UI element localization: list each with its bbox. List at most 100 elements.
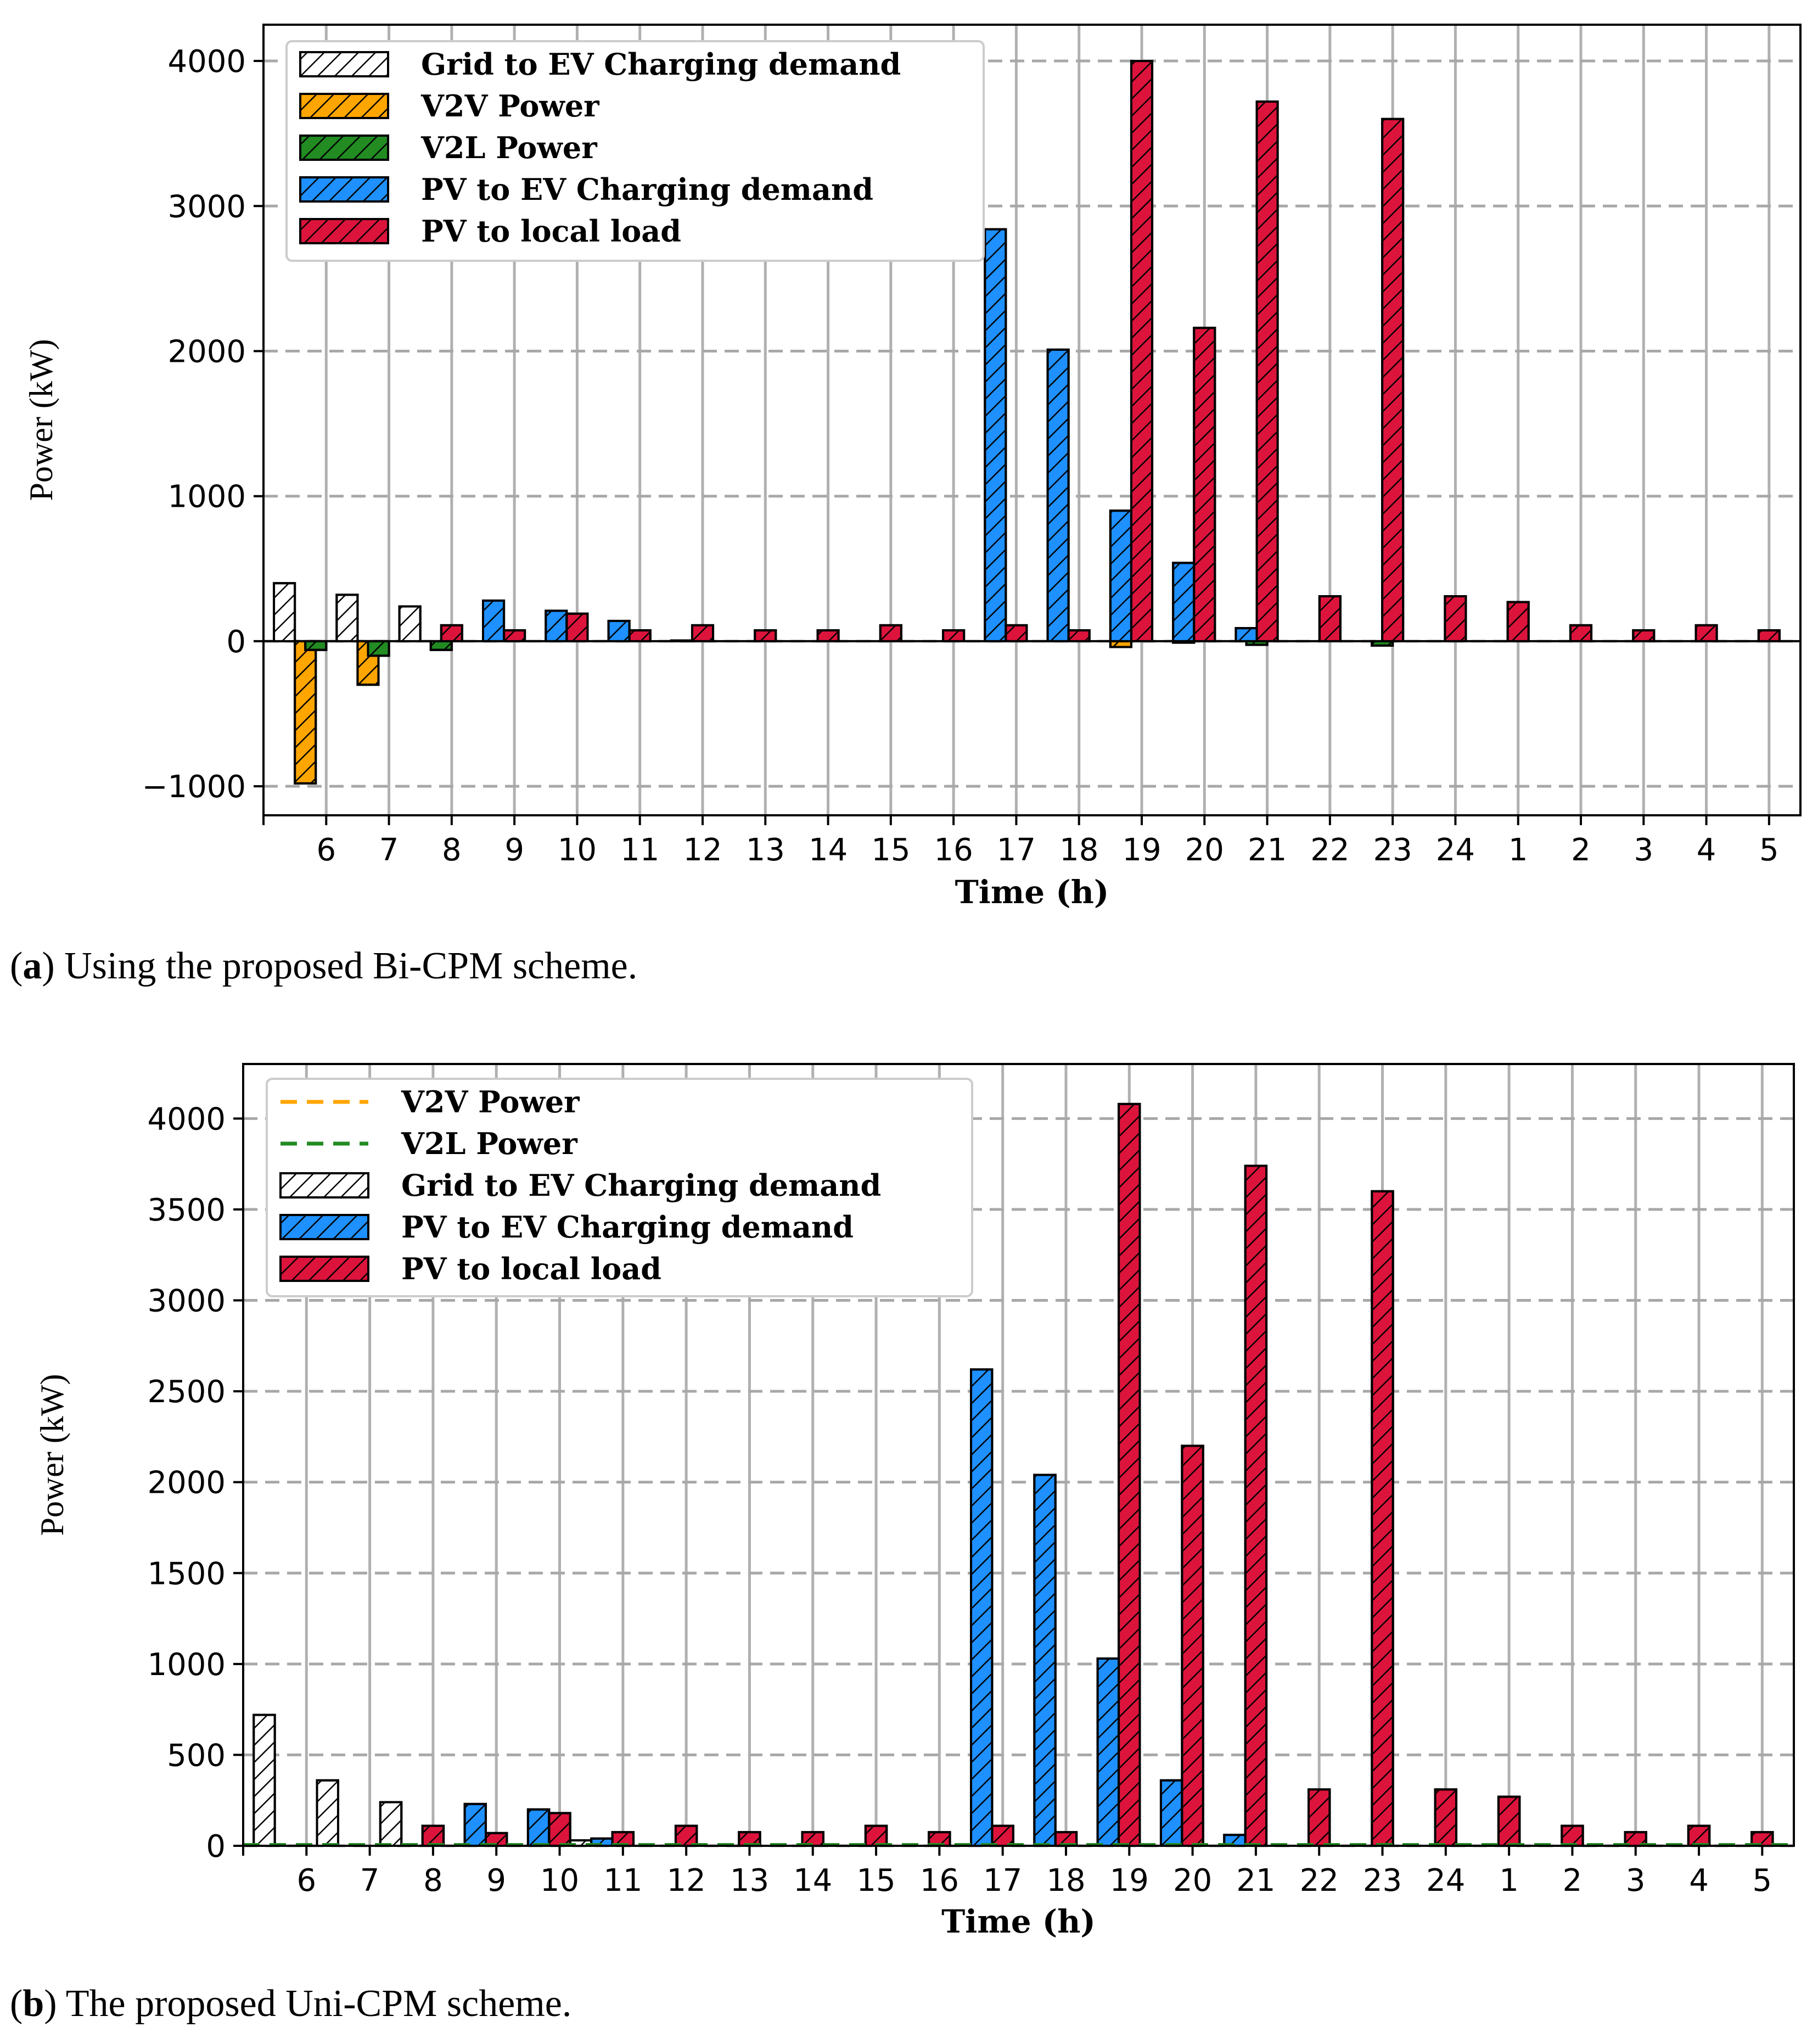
p1-xtick-label: 5 [1753,1863,1772,1899]
bar-pv-load-5-hatch [1757,629,1781,642]
p0-legend-box [285,40,985,262]
bar-pv-load-17-hatch [991,1824,1014,1847]
p0-xtick-label: 18 [1059,832,1098,868]
bar-pv-ev-18-hatch [1033,1474,1057,1847]
bar-pv-load-1-hatch [1506,601,1530,642]
p1-legend-label-pv_load: PV to local load [401,1251,661,1286]
p0-x-ticks: 6 7 8 9 10 11 12 13 14 15 16 17 18 19 20 21 22 23 24 1 2 3 4 5 [262,815,1779,868]
p1-legend-box [266,1078,973,1297]
p1-legend-label-grid_ev: Grid to EV Charging demand [401,1168,881,1203]
p0-legend-label-v2l: V2L Power [420,130,597,165]
p1-ytick-label: 4000 [147,1101,226,1137]
bar-pv-ev-20-hatch [1172,562,1196,642]
p0-plot-frame [262,24,1802,816]
p0-xtick-label: 23 [1373,832,1412,868]
p1-x-ticks: 6 7 8 9 10 11 12 13 14 15 16 17 18 19 20 21 22 23 24 1 2 3 4 5 [242,1846,1772,1899]
bar-pv-load-18-hatch [1067,629,1091,642]
p1-xtick-label: 3 [1626,1863,1646,1899]
bar-pv-load-17-hatch [1005,624,1028,642]
p1-xtick-label: 15 [856,1863,895,1899]
p1-ytick-label: 500 [167,1738,226,1773]
bar-pv-ev-11-hatch [607,619,631,642]
p1-legend-swatch-hatch-grid_ev [279,1172,369,1199]
p1-xtick-label: 13 [730,1863,769,1899]
bar-pv-load-19-hatch [1130,60,1154,642]
caption-b-letter: b [23,1983,44,2025]
bar-grid-ev-6-hatch [252,1713,276,1847]
p1-xtick-label: 7 [360,1863,380,1899]
p1-legend-label-v2v: V2V Power [401,1084,580,1119]
p0-legend-label-v2v: V2V Power [420,88,599,124]
bar-pv-ev-9-hatch [482,599,506,642]
bar-pv-load-12-hatch [674,1824,698,1847]
bar-pv-ev-20-hatch [1159,1779,1183,1847]
bar-grid-ev-7-hatch [316,1779,339,1847]
bar-pv-load-22-hatch [1318,595,1342,642]
p0-legend: Grid to EV Charging demand V2V Power V2L P… [285,40,985,262]
p0-xtick-label: 20 [1185,832,1224,868]
p1-y-axis-label: Power (kW) [34,1374,70,1536]
bar-pv-load-21-hatch [1255,100,1279,642]
p1-legend-label-pv_ev: PV to EV Charging demand [401,1209,854,1245]
bar-pv-ev-18-hatch [1046,348,1070,642]
p1-xtick-label: 8 [423,1863,443,1899]
p1-xtick-label: 2 [1563,1863,1583,1899]
p0-legend-swatch-hatch-pv_load [299,218,389,244]
p1-plot-frame [242,1063,1795,1847]
bar-pv-load-8-hatch [440,624,463,642]
p0-xtick-label: 3 [1634,832,1653,868]
p1-xtick-label: 16 [920,1863,959,1899]
p0-ytick-label: 0 [226,624,246,660]
p0-legend-swatch-hatch-v2l [299,135,389,161]
p0-xtick-label: 16 [934,832,973,868]
bar-pv-load-11-hatch [628,629,652,642]
p0-x-axis-label: Time (h) [955,873,1109,911]
bar-pv-load-9-hatch [503,629,526,642]
p1-xtick-label: 10 [540,1863,579,1899]
p0-legend-swatch-hatch-pv_ev [299,176,389,203]
bar-pv-ev-9-hatch [463,1802,487,1847]
p1-xtick-label: 23 [1363,1863,1402,1899]
p0-xtick-label: 15 [871,832,910,868]
p1-xtick-label: 18 [1046,1863,1085,1899]
bar-v2v-6-hatch [294,640,317,785]
p1-xtick-label: 4 [1689,1863,1709,1899]
bar-pv-load-12-hatch [691,624,715,642]
p0-xtick-label: 1 [1508,832,1528,868]
p0-legend-swatch-hatch-grid_ev [299,51,389,77]
caption-b-text: ) The proposed Uni-CPM scheme. [44,1983,572,2025]
bar-v2l-8-hatch [429,640,453,651]
p0-xtick-label: 22 [1310,832,1349,868]
p1-xtick-label: 19 [1110,1863,1149,1899]
caption-b: (b) The proposed Uni-CPM scheme. [10,1983,572,2025]
p1-legend-swatch-hatch-pv_ev [279,1214,369,1240]
p0-xtick-label: 11 [620,832,659,868]
p1-xtick-label: 20 [1173,1863,1212,1899]
p0-legend-label-pv_load: PV to local load [421,214,681,249]
bar-pv-ev-19-hatch [1096,1657,1120,1847]
p1-ytick-label: 2500 [147,1374,226,1410]
bar-pv-load-5-hatch [1750,1831,1774,1847]
bar-grid-ev-8-hatch [379,1801,403,1847]
p0-y-axis-label: Power (kW) [23,339,59,501]
p0-xtick-label: 7 [379,832,399,868]
p1-ytick-label: 3500 [147,1192,226,1228]
bar-pv-ev-10-hatch [526,1808,551,1847]
p0-xtick-label: 5 [1759,832,1779,868]
p1-xtick-label: 17 [983,1863,1022,1899]
p1-xtick-label: 14 [793,1863,832,1899]
p1-legend: V2V Power V2L Power Grid to EV Charging de… [266,1078,973,1297]
p0-xtick-label: 14 [809,832,848,868]
bar-pv-load-16-hatch [942,629,966,642]
p1-legend-swatch-hatch-pv_load [279,1256,369,1282]
p0-legend-swatch-hatch-v2v [299,93,389,119]
bar-pv-ev-19-hatch [1109,509,1132,642]
p0-legend-label-grid_ev: Grid to EV Charging demand [421,47,901,82]
p0-xtick-label: 2 [1571,832,1591,868]
p0-xtick-label: 24 [1436,832,1475,868]
bar-v2l-7-hatch [367,640,390,657]
p1-xtick-label: 11 [603,1863,642,1899]
p1-ytick-label: 1500 [147,1556,226,1592]
